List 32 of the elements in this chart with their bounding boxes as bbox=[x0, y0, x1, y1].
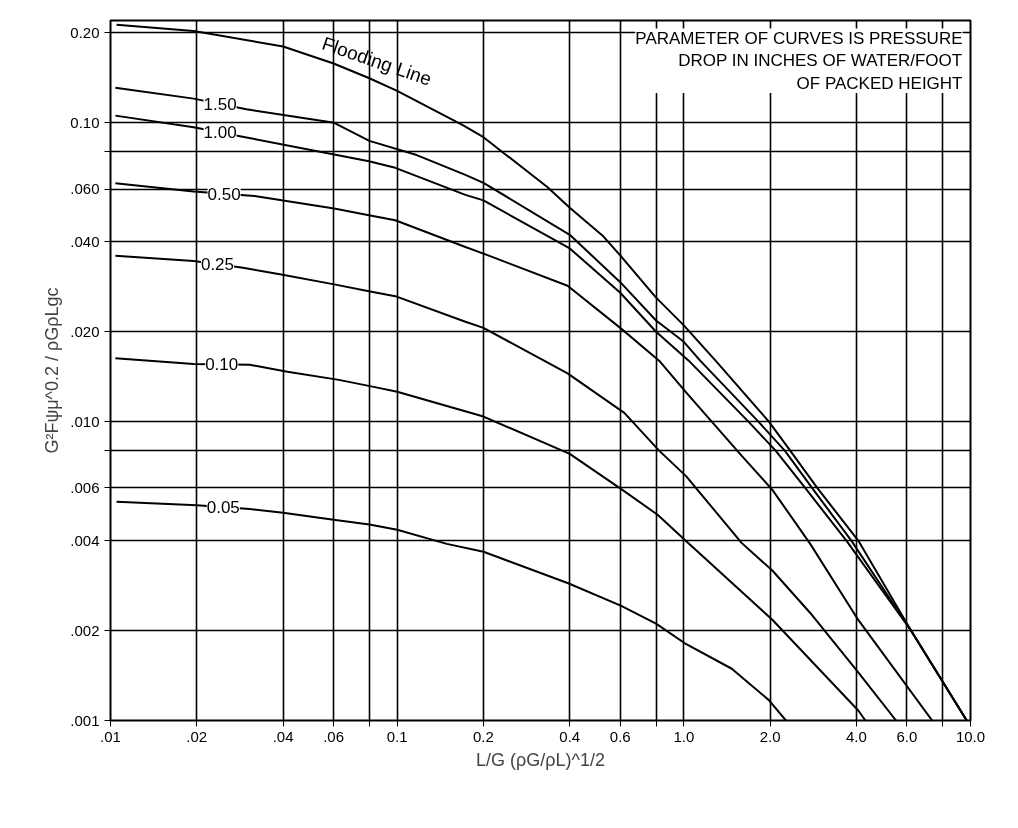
x-tick-label: .02 bbox=[186, 727, 208, 745]
y-tick-label: 0.20 bbox=[70, 23, 100, 41]
x-axis-title: L/G (ρG/ρL)^1/2 bbox=[476, 749, 605, 770]
x-tick-label: 4.0 bbox=[846, 727, 867, 745]
y-tick-label: .004 bbox=[70, 531, 100, 549]
y-tick-label: 0.10 bbox=[70, 113, 100, 131]
x-tick-label: 0.2 bbox=[473, 727, 494, 745]
x-tick-label: 0.4 bbox=[559, 727, 581, 745]
x-tick-label: .01 bbox=[100, 727, 121, 745]
x-tick-label: 2.0 bbox=[759, 727, 781, 745]
x-tick-label: .04 bbox=[272, 727, 294, 745]
y-tick-label: .002 bbox=[70, 621, 100, 639]
y-tick-label: .060 bbox=[70, 180, 100, 198]
y-tick-label: .006 bbox=[70, 478, 100, 496]
x-tick-label: 0.1 bbox=[386, 727, 408, 745]
series-label: 0.25 bbox=[200, 255, 235, 275]
series-label: 0.05 bbox=[206, 498, 240, 518]
series-label: 1.50 bbox=[203, 94, 237, 114]
annotation: PARAMETER OF CURVES IS PRESSURE DROP IN INCHES OF WATER/FOOT OF PACKED HEIGHT bbox=[635, 28, 963, 94]
series-label: 0.50 bbox=[207, 184, 241, 204]
y-tick-label: .040 bbox=[70, 232, 100, 250]
series-label: 1.00 bbox=[203, 123, 237, 143]
x-tick-label: .06 bbox=[323, 727, 344, 745]
y-tick-label: .020 bbox=[70, 322, 100, 340]
x-tick-label: 0.6 bbox=[609, 727, 631, 745]
x-tick-label: 1.0 bbox=[673, 727, 695, 745]
series-label: 0.10 bbox=[205, 355, 239, 375]
y-tick-label: .001 bbox=[70, 711, 100, 729]
x-tick-label: 10.0 bbox=[955, 727, 986, 745]
y-axis-title: G²Fψμ^0.2 / ρGρLgc bbox=[42, 287, 63, 454]
y-tick-label: .010 bbox=[70, 412, 100, 430]
x-tick-label: 6.0 bbox=[896, 727, 918, 745]
